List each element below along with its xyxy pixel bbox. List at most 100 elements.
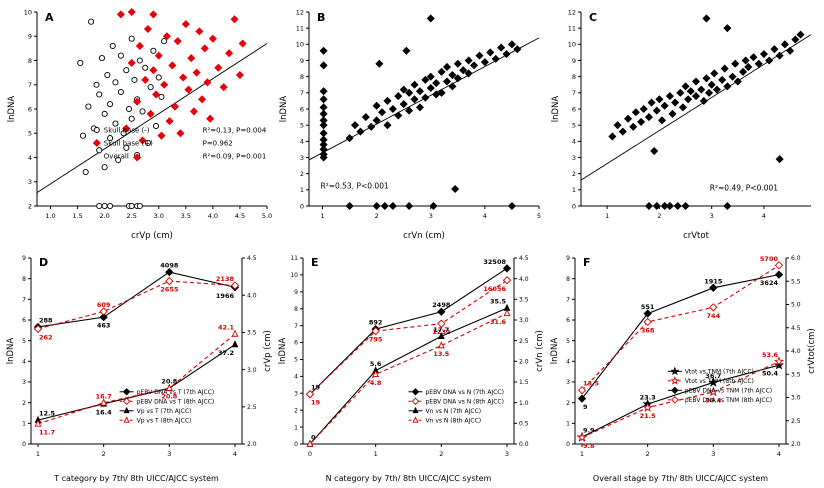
stats-annotation: R²=0.53, P<0.001 <box>321 182 389 191</box>
legend-label: Vn vs N (8th AJCC) <box>426 417 482 424</box>
diamond-marker <box>710 69 719 78</box>
diamond-marker <box>319 140 328 149</box>
left-y-axis-title: lnDNA <box>6 338 16 365</box>
right-y-tick-label: 2.0 <box>247 441 257 448</box>
diamond-marker <box>652 106 661 115</box>
diamond-marker <box>319 109 328 118</box>
x-axis-title: crVp (cm) <box>131 231 173 241</box>
legend-label: pEBV DNA vs TNM (7th AJCC) <box>685 387 772 394</box>
diamond-marker <box>372 116 381 125</box>
data-label: 31.6 <box>490 318 507 326</box>
data-label: 20.8 <box>161 378 178 386</box>
diamond-marker <box>618 127 627 136</box>
data-label: 0 <box>311 434 316 442</box>
diamond-open-marker <box>99 307 108 316</box>
diamond-marker <box>723 201 732 211</box>
diamond-marker <box>168 61 177 70</box>
left-y-tick-label: 8 <box>22 276 26 283</box>
data-label: 4098 <box>160 262 179 270</box>
diamond-marker <box>149 10 158 19</box>
triangle-open-marker <box>231 329 239 337</box>
data-label: 744 <box>707 312 721 320</box>
left-y-tick-label: 9 <box>22 255 26 262</box>
data-label: 19 <box>311 399 321 407</box>
x-tick-label: 3.5 <box>181 212 191 220</box>
scatter-point-circle <box>109 42 116 50</box>
right-y-tick-label: 0.5 <box>519 421 529 428</box>
diamond-marker <box>723 82 732 91</box>
diamond-marker <box>502 49 511 59</box>
data-label: 551 <box>641 303 655 311</box>
diamond-marker <box>388 104 397 114</box>
data-label: 13.5 <box>583 380 600 388</box>
x-axis-title: Overall stage by 7th/ 8th UICC/AJCC syst… <box>593 474 768 483</box>
diamond-marker <box>410 80 419 89</box>
y-tick-label: 3 <box>28 178 32 186</box>
scatter-point-circle <box>128 202 135 210</box>
legend-stat: R²=0.09, P=0.001 <box>203 152 267 160</box>
legend-label: pEBV DNA vs TNM (8th AJCC) <box>685 397 772 404</box>
scatter-point-circle <box>117 52 124 59</box>
y-tick-label: 10 <box>24 8 32 16</box>
diamond-marker <box>660 101 669 110</box>
diamond-marker <box>665 92 674 101</box>
panel-letter: B <box>317 11 325 24</box>
left-y-tick-label: 3 <box>22 379 26 386</box>
scatter-point-circle <box>150 47 157 54</box>
data-label: 2138 <box>216 275 235 283</box>
x-tick-label: 3 <box>429 212 433 220</box>
scatter-point-circle <box>77 59 84 66</box>
scatter-point-circle <box>144 139 151 146</box>
diamond-marker <box>160 80 169 89</box>
right-y-tick-label: 3.5 <box>519 297 529 304</box>
diamond-marker <box>684 95 693 104</box>
diamond-marker <box>459 66 468 75</box>
panel-letter: A <box>45 11 54 24</box>
y-tick-label: 1 <box>300 186 304 194</box>
triangle-open-marker <box>412 416 419 423</box>
diamond-marker <box>691 77 701 86</box>
data-label: 4.8 <box>370 379 382 387</box>
x-tick-label: 1.0 <box>45 212 55 220</box>
diamond-marker <box>319 129 328 138</box>
data-label: 23.3 <box>640 394 656 402</box>
x-tick-label: 1 <box>605 212 609 220</box>
data-label: 16056 <box>483 285 506 293</box>
diamond-marker <box>723 24 732 33</box>
scatter-point-circle <box>136 202 143 210</box>
scatter-point-circle <box>107 101 114 108</box>
x-tick-label: 5 <box>537 212 541 220</box>
diamond-marker <box>394 111 403 120</box>
panel-A: 1.0 1.5 2.0 2.5 3.0 3.5 4.0 4.5 5.0 2 3 4 5 6 7 8 9 10 Sku… <box>4 0 276 244</box>
legend-label: Vtot vs TNM (7th AJCC) <box>685 368 754 375</box>
series-line <box>37 280 236 330</box>
diamond-marker <box>699 96 708 105</box>
y-tick-label: 6 <box>300 105 304 113</box>
diamond-marker <box>426 83 435 93</box>
diamond-marker <box>133 153 142 162</box>
diamond-marker <box>165 117 174 126</box>
x-tick-label: 2.0 <box>99 212 109 220</box>
diamond-marker <box>319 116 328 125</box>
diamond-marker <box>319 46 328 55</box>
diamond-open-marker <box>411 397 420 406</box>
y-tick-label: 7 <box>28 81 32 89</box>
series-line <box>581 274 780 399</box>
diamond-marker <box>184 85 193 94</box>
diamond-marker <box>451 184 460 194</box>
diamond-marker <box>154 51 163 60</box>
left-y-tick-label: 6 <box>294 340 298 347</box>
y-tick-label: 11 <box>568 24 576 32</box>
data-label: 9.8 <box>583 442 595 450</box>
diamond-marker <box>135 41 144 50</box>
diamond-marker <box>759 49 768 59</box>
diamond-marker <box>238 39 247 48</box>
x-axis-title: T category by 7th/ 8th UICC/AJCC system <box>53 474 219 483</box>
scatter-point-circle <box>93 126 100 134</box>
diamond-marker <box>442 77 452 86</box>
diamond-marker <box>399 100 408 109</box>
diamond-marker <box>731 59 740 68</box>
diamond-marker <box>162 32 171 41</box>
left-y-tick-label: 6 <box>566 317 570 324</box>
right-y-tick-label: 1.0 <box>519 400 529 407</box>
